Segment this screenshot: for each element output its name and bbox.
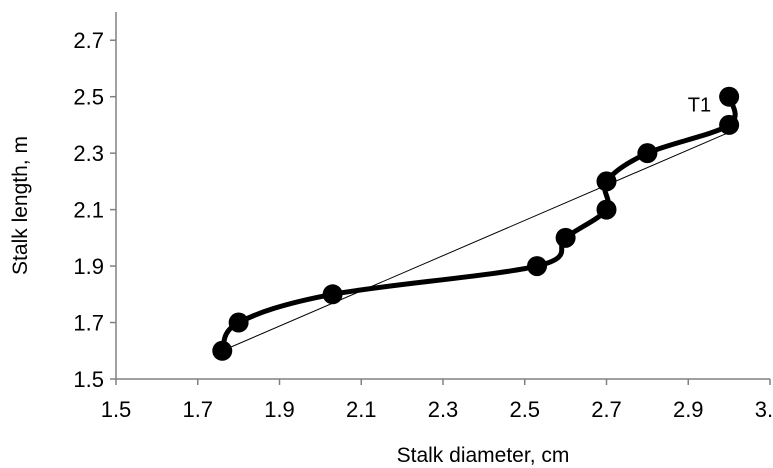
data-point bbox=[719, 86, 740, 107]
y-tick-label: 1.5 bbox=[73, 367, 104, 392]
data-point bbox=[228, 312, 249, 333]
y-tick-label: 1.9 bbox=[73, 254, 104, 279]
trendline bbox=[222, 130, 734, 352]
y-tick-label: 1.7 bbox=[73, 311, 104, 336]
x-tick-label: 2.7 bbox=[591, 397, 622, 422]
data-point bbox=[212, 340, 233, 361]
data-point bbox=[527, 256, 548, 277]
x-axis-label: Stalk diameter, cm bbox=[397, 444, 570, 467]
data-point bbox=[596, 199, 617, 220]
y-tick-label: 2.1 bbox=[73, 198, 104, 223]
x-tick-label: 3.1 bbox=[755, 397, 773, 422]
x-tick-label: 1.9 bbox=[264, 397, 295, 422]
x-tick-label: 2.3 bbox=[428, 397, 459, 422]
data-point bbox=[637, 143, 658, 164]
x-tick-label: 1.7 bbox=[182, 397, 213, 422]
data-point bbox=[322, 284, 343, 305]
x-tick-label: 1.5 bbox=[101, 397, 132, 422]
series-line bbox=[219, 96, 738, 353]
data-point bbox=[596, 171, 617, 192]
x-tick-label: 2.1 bbox=[346, 397, 377, 422]
x-tick-label: 2.5 bbox=[509, 397, 540, 422]
y-tick-label: 2.3 bbox=[73, 141, 104, 166]
series-name-label: T1 bbox=[688, 95, 711, 117]
y-tick-label: 2.7 bbox=[73, 28, 104, 53]
axes bbox=[115, 12, 770, 380]
data-point bbox=[555, 227, 576, 248]
plot-area: T1 bbox=[212, 86, 740, 361]
y-ticks: 1.5 1.7 1.9 2.1 2.3 2.5 2.7 bbox=[73, 28, 116, 392]
y-tick-label: 2.5 bbox=[73, 85, 104, 110]
data-point bbox=[719, 114, 740, 135]
y-axis-label: Stalk length, m bbox=[9, 136, 32, 275]
x-ticks: 1.5 1.7 1.9 2.1 2.3 2.5 2.7 2.9 3.1 bbox=[101, 379, 773, 422]
x-tick-label: 2.9 bbox=[673, 397, 704, 422]
